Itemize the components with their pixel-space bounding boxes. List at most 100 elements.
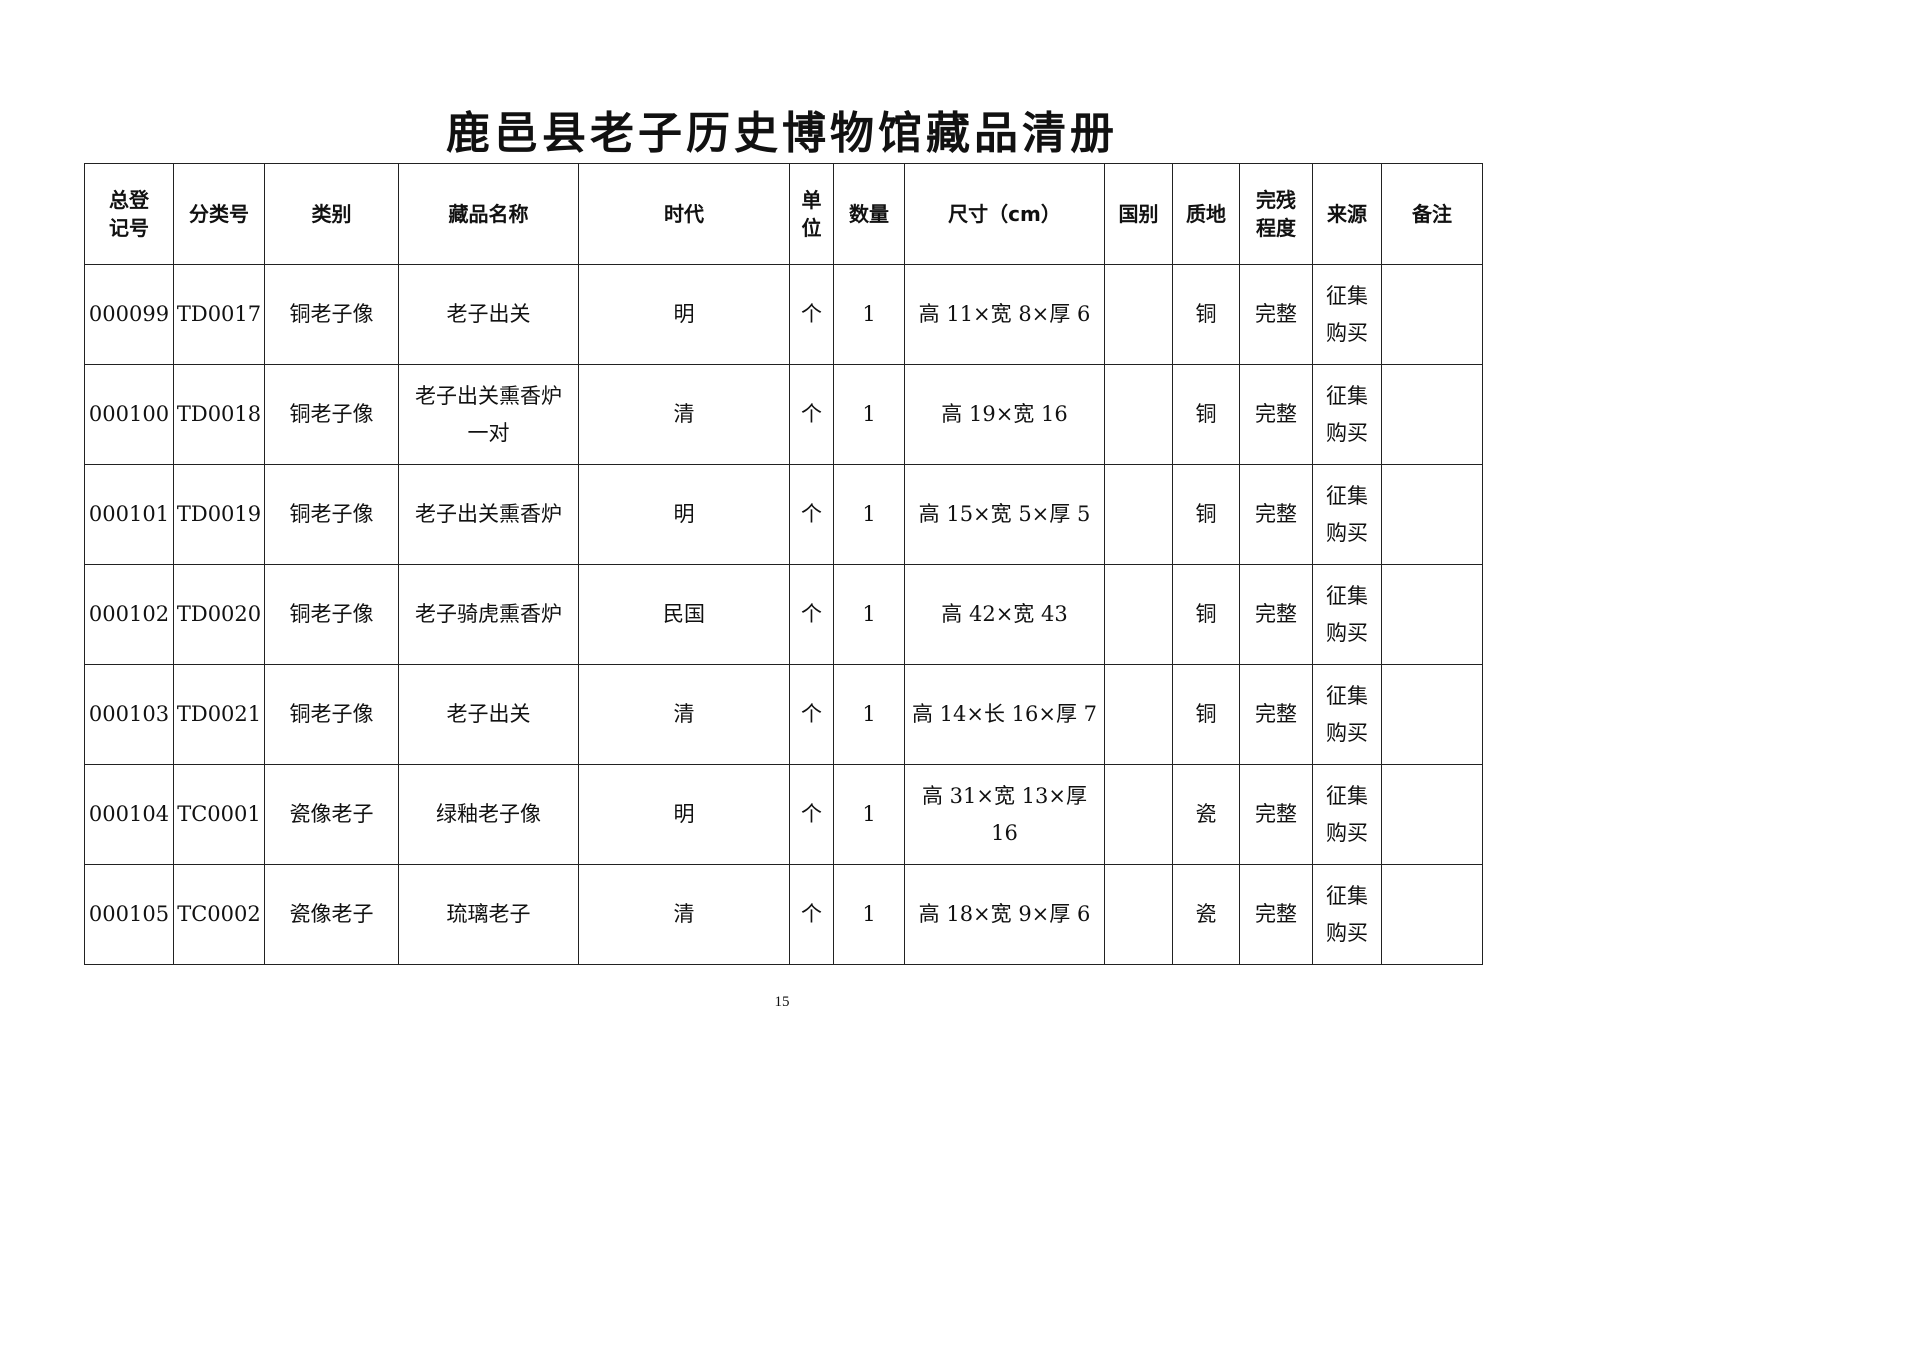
- cell-source: 征集 购买: [1312, 564, 1382, 665]
- cell-dimensions: 高 14×长 16×厚 7: [904, 664, 1105, 765]
- cell-quantity: 1: [833, 464, 905, 565]
- cell-classification-number: TD0021: [173, 664, 265, 765]
- cell-material: 瓷: [1172, 864, 1240, 965]
- cell-period: 明: [578, 464, 790, 565]
- cell-quantity: 1: [833, 564, 905, 665]
- cell-material: 铜: [1172, 264, 1240, 365]
- header-period: 时代: [578, 163, 790, 265]
- cell-period: 明: [578, 764, 790, 865]
- cell-period: 民国: [578, 564, 790, 665]
- cell-dimensions: 高 31×宽 13×厚 16: [904, 764, 1105, 865]
- cell-remarks: [1381, 664, 1483, 765]
- cell-item-name: 老子骑虎熏香炉: [398, 564, 579, 665]
- cell-classification-number: TD0020: [173, 564, 265, 665]
- cell-classification-number: TD0019: [173, 464, 265, 565]
- cell-country: [1104, 264, 1173, 365]
- cell-condition: 完整: [1239, 264, 1313, 365]
- header-classification-number: 分类号: [173, 163, 265, 265]
- cell-classification-number: TD0018: [173, 364, 265, 465]
- cell-dimensions: 高 15×宽 5×厚 5: [904, 464, 1105, 565]
- cell-remarks: [1381, 464, 1483, 565]
- cell-condition: 完整: [1239, 664, 1313, 765]
- cell-material: 瓷: [1172, 764, 1240, 865]
- cell-unit: 个: [789, 264, 834, 365]
- cell-quantity: 1: [833, 264, 905, 365]
- cell-item-name: 琉璃老子: [398, 864, 579, 965]
- header-item-name: 藏品名称: [398, 163, 579, 265]
- document-title: 鹿邑县老子历史博物馆藏品清册: [446, 108, 1118, 159]
- cell-material: 铜: [1172, 364, 1240, 465]
- cell-condition: 完整: [1239, 364, 1313, 465]
- header-material: 质地: [1172, 163, 1240, 265]
- cell-classification-number: TD0017: [173, 264, 265, 365]
- cell-unit: 个: [789, 864, 834, 965]
- cell-register-number: 000101: [84, 464, 174, 565]
- cell-unit: 个: [789, 664, 834, 765]
- table-row: 000099 TD0017 铜老子像 老子出关明个 1 高 11×宽 8×厚 6 铜完整 征集…: [84, 264, 1483, 365]
- cell-dimensions: 高 42×宽 43: [904, 564, 1105, 665]
- cell-unit: 个: [789, 364, 834, 465]
- cell-category: 瓷像老子: [264, 864, 399, 965]
- cell-unit: 个: [789, 464, 834, 565]
- cell-condition: 完整: [1239, 464, 1313, 565]
- page-number: 15: [774, 994, 790, 1010]
- cell-remarks: [1381, 764, 1483, 865]
- cell-quantity: 1: [833, 664, 905, 765]
- cell-source: 征集 购买: [1312, 364, 1382, 465]
- cell-condition: 完整: [1239, 864, 1313, 965]
- table-row: 000103 TD0021 铜老子像 老子出关清个 1 高 14×长 16×厚 7 铜完整征…: [84, 664, 1483, 765]
- cell-source: 征集 购买: [1312, 864, 1382, 965]
- header-condition: 完残 程度: [1239, 163, 1313, 265]
- table-row: 000100 TD0018 铜老子像 老子出关熏香炉 一对清个 1 高 19×宽 16 铜完…: [84, 364, 1483, 465]
- cell-dimensions: 高 18×宽 9×厚 6: [904, 864, 1105, 965]
- cell-category: 铜老子像: [264, 664, 399, 765]
- cell-material: 铜: [1172, 464, 1240, 565]
- cell-unit: 个: [789, 764, 834, 865]
- cell-quantity: 1: [833, 864, 905, 965]
- collection-table: 总登 记号 分类号 类别 藏品名称 时代 单 位 数量 尺寸（cm） 国别 质地…: [84, 163, 1483, 965]
- table-row: 000101 TD0019 铜老子像 老子出关熏香炉明个 1 高 15×宽 5×厚 5 铜完…: [84, 464, 1483, 565]
- cell-period: 清: [578, 864, 790, 965]
- cell-category: 铜老子像: [264, 364, 399, 465]
- cell-source: 征集 购买: [1312, 664, 1382, 765]
- cell-period: 清: [578, 664, 790, 765]
- header-country: 国别: [1104, 163, 1173, 265]
- cell-dimensions: 高 11×宽 8×厚 6: [904, 264, 1105, 365]
- cell-source: 征集 购买: [1312, 264, 1382, 365]
- cell-period: 明: [578, 264, 790, 365]
- cell-register-number: 000103: [84, 664, 174, 765]
- table-row: 000102 TD0020 铜老子像 老子骑虎熏香炉 民国个 1 高 42×宽 43 铜完整征…: [84, 564, 1483, 665]
- cell-item-name: 绿釉老子像: [398, 764, 579, 865]
- header-dimensions: 尺寸（cm）: [904, 163, 1105, 265]
- cell-register-number: 000104: [84, 764, 174, 865]
- cell-remarks: [1381, 564, 1483, 665]
- cell-unit: 个: [789, 564, 834, 665]
- cell-country: [1104, 464, 1173, 565]
- cell-quantity: 1: [833, 764, 905, 865]
- cell-item-name: 老子出关熏香炉 一对: [398, 364, 579, 465]
- cell-category: 铜老子像: [264, 264, 399, 365]
- cell-condition: 完整: [1239, 764, 1313, 865]
- cell-item-name: 老子出关: [398, 664, 579, 765]
- cell-period: 清: [578, 364, 790, 465]
- cell-source: 征集 购买: [1312, 464, 1382, 565]
- table-row: 000104 TC0001 瓷像老子 绿釉老子像明个 1 高 31×宽 13×厚 16 瓷完…: [84, 764, 1483, 865]
- cell-quantity: 1: [833, 364, 905, 465]
- cell-country: [1104, 364, 1173, 465]
- cell-category: 铜老子像: [264, 464, 399, 565]
- table-body: 000099 TD0017 铜老子像 老子出关明个 1 高 11×宽 8×厚 6 铜完整 征集…: [84, 264, 1483, 965]
- cell-register-number: 000100: [84, 364, 174, 465]
- cell-category: 铜老子像: [264, 564, 399, 665]
- cell-country: [1104, 564, 1173, 665]
- cell-register-number: 000105: [84, 864, 174, 965]
- header-source: 来源: [1312, 163, 1382, 265]
- cell-item-name: 老子出关: [398, 264, 579, 365]
- cell-country: [1104, 764, 1173, 865]
- cell-remarks: [1381, 264, 1483, 365]
- header-row: 总登 记号 分类号 类别 藏品名称 时代 单 位 数量 尺寸（cm） 国别 质地…: [84, 163, 1483, 265]
- document-page: 鹿邑县老子历史博物馆藏品清册 总登 记号 分类号 类别 藏品名称 时代 单 位 …: [84, 108, 1483, 1010]
- cell-condition: 完整: [1239, 564, 1313, 665]
- header-remarks: 备注: [1381, 163, 1483, 265]
- cell-material: 铜: [1172, 564, 1240, 665]
- cell-register-number: 000102: [84, 564, 174, 665]
